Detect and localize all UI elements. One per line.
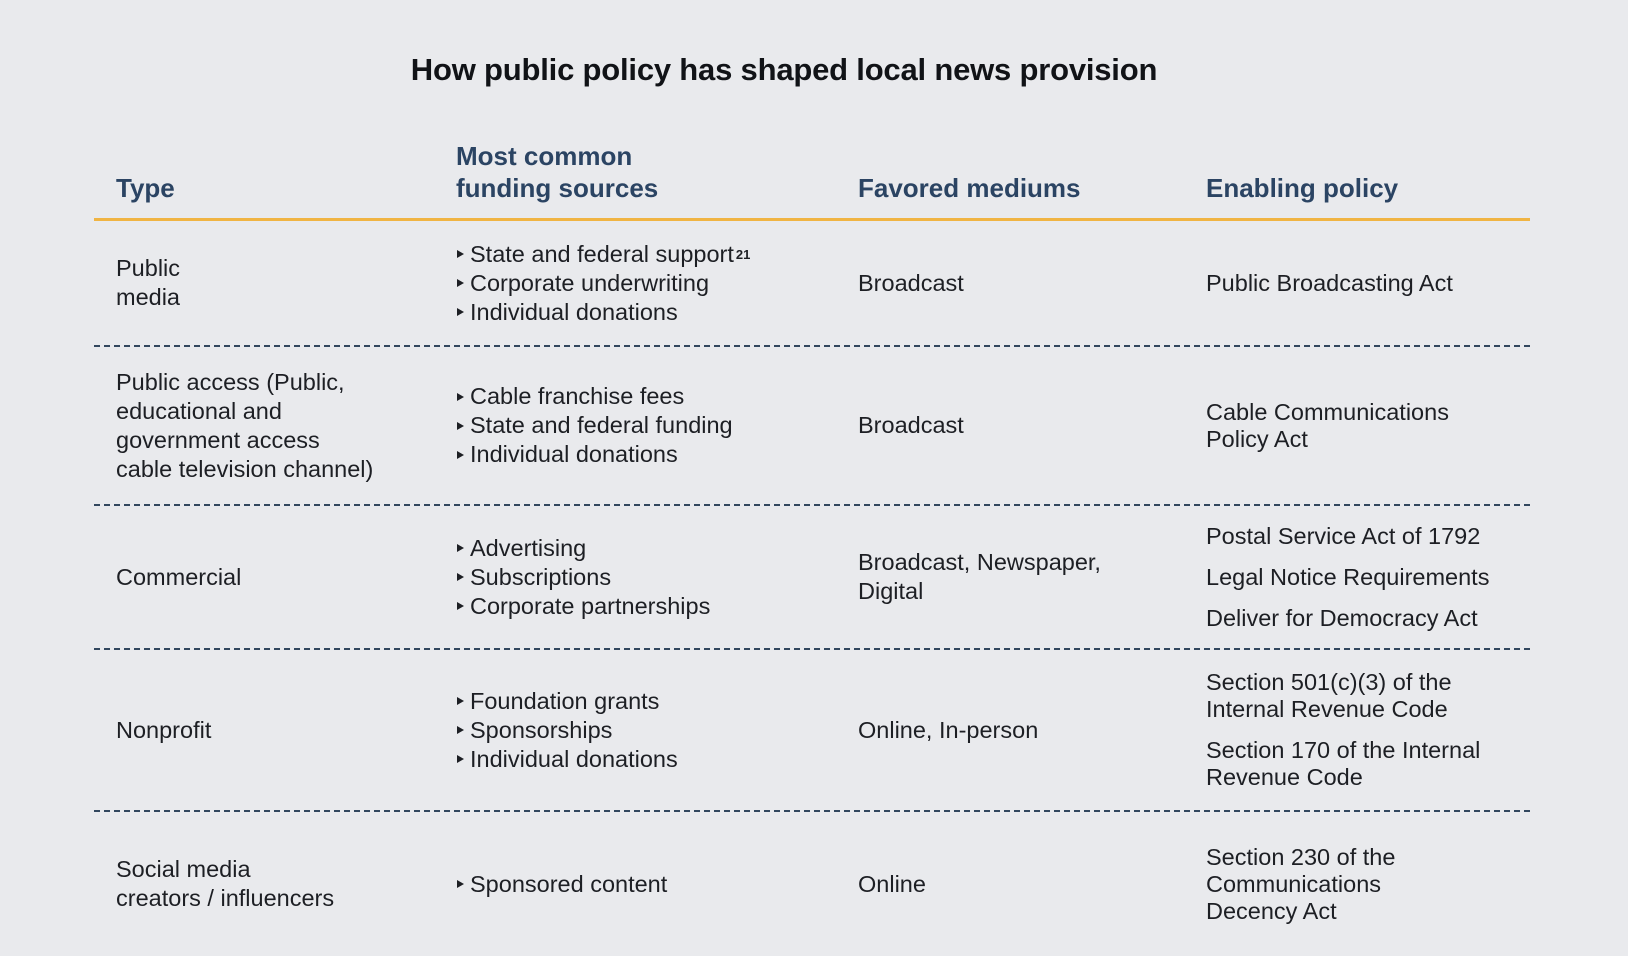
header-policy: Enabling policy bbox=[1206, 173, 1399, 203]
funding-item: Individual donations bbox=[456, 745, 836, 774]
funding-cell: Cable franchise fees State and federal f… bbox=[456, 347, 836, 504]
funding-item: Advertising bbox=[456, 534, 836, 563]
bullet-icon bbox=[457, 573, 464, 581]
type-cell: Public media bbox=[116, 255, 181, 310]
policy-cell: Cable Communications Policy Act bbox=[1206, 347, 1526, 504]
policy-item: Legal Notice Requirements bbox=[1206, 563, 1490, 590]
header-type: Type bbox=[116, 173, 175, 203]
policy-item: Section 170 of the Internal Revenue Code bbox=[1206, 737, 1481, 790]
policy-cell: Postal Service Act of 1792 Legal Notice … bbox=[1206, 506, 1526, 648]
table-row: Commercial Advertising Subscriptions Cor… bbox=[94, 506, 1530, 650]
funding-item: Sponsorships bbox=[456, 716, 836, 745]
funding-item: Individual donations bbox=[456, 440, 836, 469]
funding-cell: State and federal support 21 Corporate un… bbox=[456, 221, 836, 345]
table-header: Type Most common funding sources Favored… bbox=[94, 138, 1530, 221]
type-cell: Nonprofit bbox=[116, 716, 212, 743]
mediums-cell: Broadcast bbox=[858, 269, 964, 296]
bullet-icon bbox=[457, 308, 464, 316]
bullet-icon bbox=[457, 880, 464, 888]
type-cell: Commercial bbox=[116, 563, 242, 590]
funding-item: Subscriptions bbox=[456, 563, 836, 592]
table-row: Nonprofit Foundation grants Sponsorships… bbox=[94, 650, 1530, 812]
bullet-icon bbox=[457, 544, 464, 552]
funding-cell: Advertising Subscriptions Corporate part… bbox=[456, 506, 836, 648]
type-cell: Public access (Public, educational and g… bbox=[116, 368, 374, 482]
mediums-cell: Broadcast bbox=[858, 412, 964, 438]
bullet-icon bbox=[457, 697, 464, 705]
table-row: Social media creators / influencers Spon… bbox=[94, 812, 1530, 956]
policy-item: Deliver for Democracy Act bbox=[1206, 604, 1478, 631]
bullet-icon bbox=[457, 726, 464, 734]
bullet-icon bbox=[457, 250, 464, 258]
header-funding: Most common funding sources bbox=[456, 140, 658, 204]
funding-item: Corporate underwriting bbox=[456, 269, 836, 298]
funding-item: Foundation grants bbox=[456, 687, 836, 716]
bullet-icon bbox=[457, 279, 464, 287]
policy-item: Section 230 of the Communications Decenc… bbox=[1206, 843, 1396, 924]
page-title: How public policy has shaped local news … bbox=[410, 52, 1158, 87]
type-cell: Social media creators / influencers bbox=[116, 856, 335, 911]
funding-cell: Sponsored content bbox=[456, 812, 836, 956]
table-row: Public media State and federal support 21… bbox=[94, 221, 1530, 347]
mediums-cell: Online bbox=[858, 870, 926, 897]
policy-item: Public Broadcasting Act bbox=[1206, 269, 1453, 296]
bullet-icon bbox=[457, 602, 464, 610]
funding-item: State and federal funding bbox=[456, 411, 836, 440]
header-funding-line1: Most common bbox=[456, 141, 633, 171]
funding-item: State and federal support 21 bbox=[456, 240, 836, 269]
mediums-cell: Online, In-person bbox=[858, 716, 1039, 743]
bullet-icon bbox=[457, 421, 464, 430]
header-funding-line2: funding sources bbox=[456, 173, 659, 203]
policy-item: Section 501(c)(3) of the Internal Revenu… bbox=[1206, 669, 1452, 722]
bullet-icon bbox=[457, 755, 464, 763]
funding-item: Cable franchise fees bbox=[456, 382, 836, 411]
policy-cell: Section 501(c)(3) of the Internal Revenu… bbox=[1206, 650, 1526, 810]
funding-item: Sponsored content bbox=[456, 870, 836, 899]
header-mediums: Favored mediums bbox=[858, 173, 1081, 203]
policy-table: Type Most common funding sources Favored… bbox=[94, 138, 1530, 956]
mediums-cell: Broadcast, Newspaper, Digital bbox=[858, 549, 1101, 604]
footnote-marker: 21 bbox=[735, 246, 751, 262]
policy-item: Postal Service Act of 1792 bbox=[1206, 522, 1481, 549]
funding-item: Individual donations bbox=[456, 298, 836, 327]
policy-cell: Public Broadcasting Act bbox=[1206, 221, 1526, 345]
bullet-icon bbox=[457, 392, 464, 401]
bullet-icon bbox=[457, 450, 464, 459]
policy-item: Cable Communications Policy Act bbox=[1206, 398, 1449, 452]
table-row: Public access (Public, educational and g… bbox=[94, 347, 1530, 506]
policy-cell: Section 230 of the Communications Decenc… bbox=[1206, 812, 1526, 956]
funding-item: Corporate partnerships bbox=[456, 592, 836, 621]
funding-cell: Foundation grants Sponsorships Individua… bbox=[456, 650, 836, 810]
